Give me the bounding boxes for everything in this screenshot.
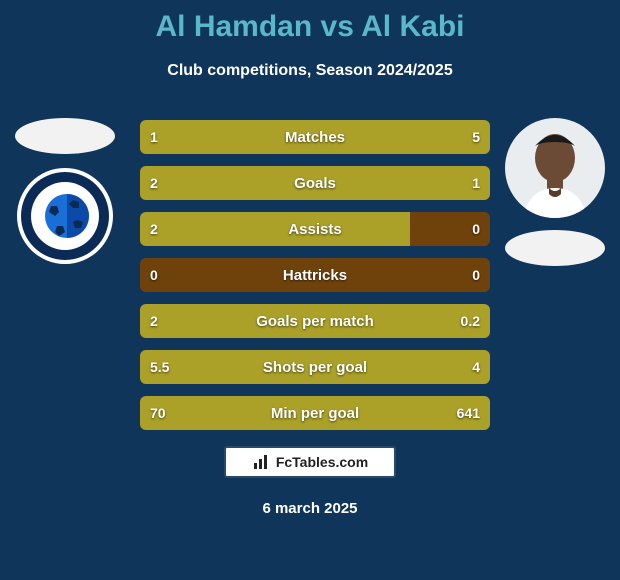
comparison-card: Al Hamdan vs Al Kabi Club competitions, …	[0, 0, 620, 580]
branding-logo-icon	[252, 453, 270, 471]
subtitle: Club competitions, Season 2024/2025	[0, 62, 620, 80]
stat-row: 21Goals	[140, 166, 490, 200]
right-player-portrait	[505, 118, 605, 218]
stat-label: Matches	[140, 120, 490, 154]
date-text: 6 march 2025	[0, 500, 620, 517]
stat-row: 15Matches	[140, 120, 490, 154]
page-title: Al Hamdan vs Al Kabi	[0, 10, 620, 44]
title-player-left: Al Hamdan	[156, 10, 313, 43]
left-club-badge	[15, 166, 115, 266]
stat-label: Min per goal	[140, 396, 490, 430]
stat-label: Hattricks	[140, 258, 490, 292]
stat-row: 00Hattricks	[140, 258, 490, 292]
branding-text: FcTables.com	[276, 454, 368, 470]
stat-row: 70641Min per goal	[140, 396, 490, 430]
stat-row: 5.54Shots per goal	[140, 350, 490, 384]
stat-row: 20.2Goals per match	[140, 304, 490, 338]
stat-label: Shots per goal	[140, 350, 490, 384]
title-player-right: Al Kabi	[361, 10, 464, 43]
left-player-column	[10, 118, 120, 268]
right-shadow-ellipse	[505, 230, 605, 266]
branding-badge: FcTables.com	[224, 446, 396, 478]
right-player-column	[500, 118, 610, 298]
stat-row: 20Assists	[140, 212, 490, 246]
player-portrait-icon	[505, 118, 605, 218]
stat-label: Goals per match	[140, 304, 490, 338]
left-shadow-ellipse	[15, 118, 115, 154]
club-badge-icon	[15, 166, 115, 266]
stats-bars: 15Matches 21Goals 20Assists 00Hattricks 20.2…	[140, 120, 490, 442]
title-vs: vs	[312, 10, 361, 43]
stat-label: Assists	[140, 212, 490, 246]
stat-label: Goals	[140, 166, 490, 200]
